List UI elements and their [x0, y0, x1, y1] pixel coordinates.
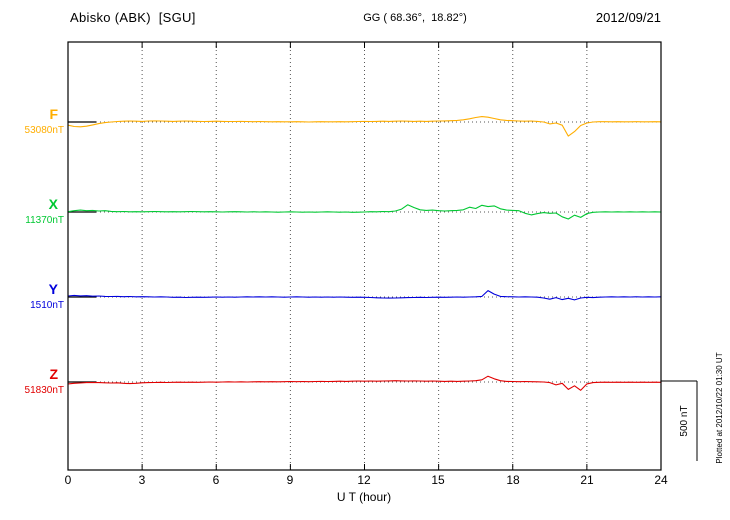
trace-baseline-x: 11370nT [25, 215, 64, 226]
trace-label-x: X [48, 196, 58, 212]
x-tick-label: 12 [357, 473, 371, 487]
x-tick-label: 24 [654, 473, 668, 487]
trace-baseline-f: 53080nT [24, 125, 64, 136]
geographic-coordinates: GG ( 68.36°, 18.82°) [363, 12, 467, 24]
x-tick-label: 9 [286, 473, 294, 487]
trace-baseline-y: 1510nT [30, 300, 64, 311]
trace-label-y: Y [48, 281, 58, 297]
x-tick-label: 15 [431, 473, 445, 487]
x-tick-label: 21 [580, 473, 594, 487]
x-tick-label: 6 [212, 473, 220, 487]
x-axis-label: U T (hour) [336, 490, 392, 504]
station-title: Abisko (ABK) [SGU] [70, 10, 196, 25]
trace-label-f: F [49, 106, 58, 122]
scale-bar-label: 500 nT [679, 405, 690, 437]
plotted-at-label: Plotted at 2012/10/22 01:30 UT [715, 352, 724, 464]
x-tick-label: 3 [138, 473, 146, 487]
observation-date: 2012/09/21 [595, 10, 661, 25]
x-tick-label: 0 [64, 473, 72, 487]
trace-label-z: Z [49, 366, 58, 382]
x-tick-label: 18 [506, 473, 520, 487]
trace-baseline-z: 51830nT [24, 385, 64, 396]
